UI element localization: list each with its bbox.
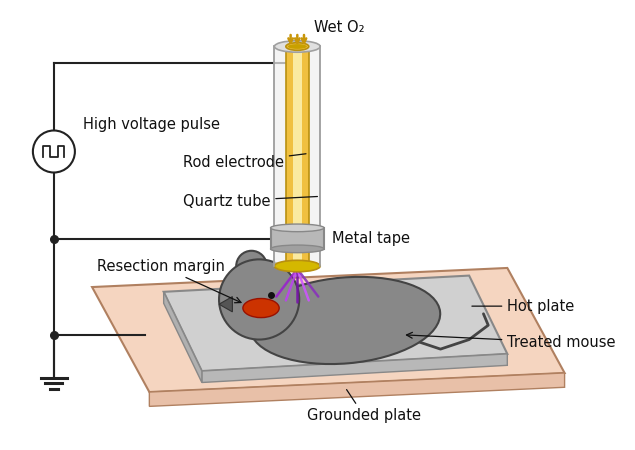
Ellipse shape xyxy=(288,44,307,49)
Circle shape xyxy=(33,130,75,172)
Text: Resection margin: Resection margin xyxy=(97,259,241,303)
Polygon shape xyxy=(219,297,232,312)
Ellipse shape xyxy=(274,260,320,272)
Ellipse shape xyxy=(271,245,324,253)
FancyBboxPatch shape xyxy=(271,228,324,249)
Text: High voltage pulse: High voltage pulse xyxy=(83,117,220,132)
Text: Metal tape: Metal tape xyxy=(331,231,410,246)
FancyBboxPatch shape xyxy=(293,46,302,266)
Text: Hot plate: Hot plate xyxy=(472,299,575,314)
Circle shape xyxy=(236,251,267,281)
Ellipse shape xyxy=(250,277,440,364)
Text: Rod electrode: Rod electrode xyxy=(183,154,306,171)
Polygon shape xyxy=(164,275,507,371)
Text: Treated mouse: Treated mouse xyxy=(406,333,616,350)
Text: Quartz tube: Quartz tube xyxy=(183,194,318,209)
Ellipse shape xyxy=(271,224,324,232)
Ellipse shape xyxy=(274,41,320,52)
Text: Wet O₂: Wet O₂ xyxy=(314,20,365,35)
Circle shape xyxy=(219,259,299,340)
FancyBboxPatch shape xyxy=(286,46,309,266)
Polygon shape xyxy=(202,354,507,382)
Polygon shape xyxy=(149,373,565,406)
Text: Grounded plate: Grounded plate xyxy=(307,390,421,423)
Ellipse shape xyxy=(243,298,279,318)
FancyBboxPatch shape xyxy=(274,46,320,266)
Polygon shape xyxy=(92,268,565,392)
Polygon shape xyxy=(164,292,202,382)
Ellipse shape xyxy=(286,43,309,50)
